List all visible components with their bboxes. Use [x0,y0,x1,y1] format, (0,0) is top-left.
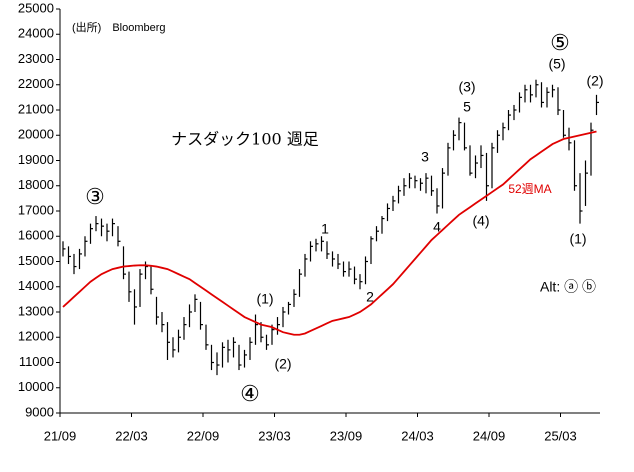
y-tick-label: 13000 [18,303,54,318]
x-tick-label: 23/03 [258,428,291,443]
y-tick-label: 19000 [18,152,54,167]
annotation: 1 [321,221,329,237]
chart-title: ナスダック100 週足 [171,130,319,149]
annotation: (1) [256,291,273,307]
annotation: 2 [366,289,374,305]
x-tick-label: 21/09 [44,428,77,443]
y-tick-label: 25000 [18,0,54,15]
annotation: (2) [274,356,291,372]
y-tick-label: 18000 [18,177,54,192]
y-tick-label: 14000 [18,278,54,293]
annotation: (1) [569,231,586,247]
y-tick-label: 15000 [18,253,54,268]
y-tick-label: 22000 [18,76,54,91]
annotation: ③ [85,185,105,210]
y-tick-label: 9000 [25,404,54,419]
annotation: Alt: ⓐ ⓑ [540,279,596,295]
y-tick-label: 20000 [18,127,54,142]
y-tick-label: 16000 [18,228,54,243]
x-tick-label: 24/09 [473,428,506,443]
ma-label: 52週MA [508,182,551,196]
y-tick-label: 12000 [18,329,54,344]
annotation: 3 [421,149,429,165]
y-tick-label: 10000 [18,379,54,394]
y-tick-label: 11000 [19,354,54,369]
y-tick-label: 23000 [18,51,54,66]
x-tick-label: 22/09 [187,428,220,443]
y-tick-label: 17000 [18,202,54,217]
x-tick-label: 22/03 [115,428,148,443]
annotation: ⑤ [550,31,570,56]
annotation: 5 [463,99,471,115]
x-tick-label: 23/09 [330,428,363,443]
y-tick-label: 21000 [18,101,54,116]
annotation: 4 [433,219,441,235]
annotation: (5) [548,56,565,72]
annotation: ④ [240,382,260,407]
source: (出所) Bloomberg [72,20,166,34]
annotation: (3) [458,79,475,95]
y-tick-label: 24000 [18,26,54,41]
x-tick-label: 24/03 [401,428,434,443]
x-tick-label: 25/03 [544,428,577,443]
ma-line [62,130,597,336]
annotation: (4) [472,213,489,229]
annotation: (2) [586,73,603,89]
